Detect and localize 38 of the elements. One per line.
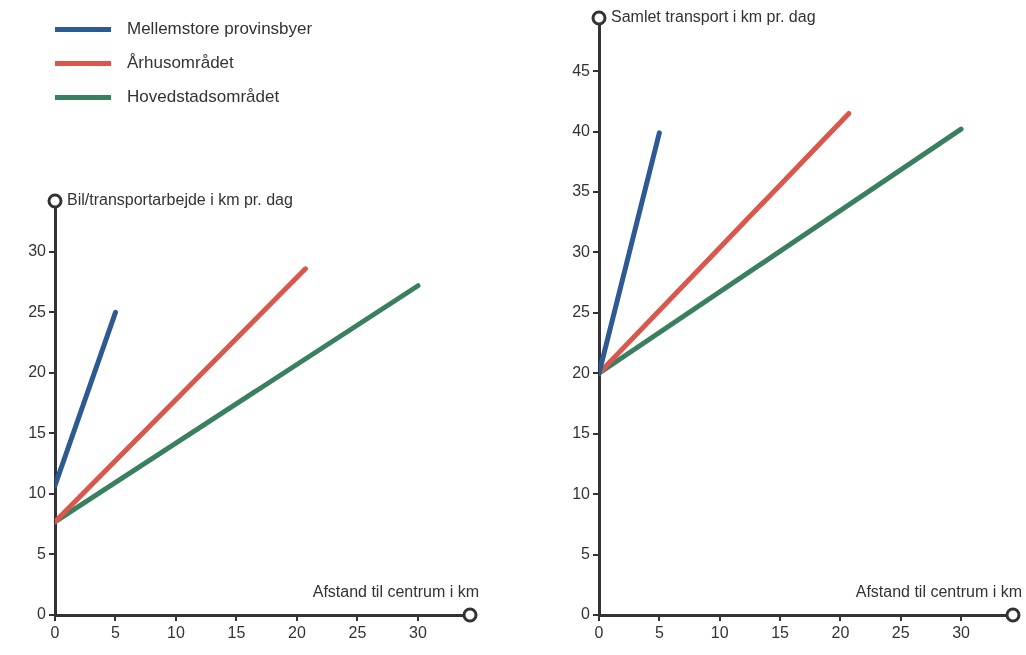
legend-label: Århusområdet: [127, 53, 234, 73]
x-tick-label: 15: [771, 624, 790, 642]
y-axis-title: Samlet transport i km pr. dag: [611, 8, 816, 26]
x-tick-label: 15: [227, 624, 246, 642]
y-tick-label: 15: [28, 423, 47, 441]
x-axis-title: Afstand til centrum i km: [312, 583, 479, 601]
y-tick-label: 5: [581, 544, 591, 562]
legend-label: Hovedstadsområdet: [127, 87, 280, 107]
legend-label: Mellemstore provinsbyer: [127, 19, 313, 39]
y-tick-label: 30: [572, 242, 591, 260]
y-tick-label: 35: [572, 182, 591, 200]
y-axis-title: Bil/transportarbejde i km pr. dag: [67, 191, 293, 209]
x-tick-label: 25: [348, 624, 367, 642]
x-tick-label: 10: [167, 624, 185, 642]
y-tick-label: 0: [37, 605, 47, 623]
y-tick-label: 5: [37, 544, 47, 562]
x-tick-label: 5: [654, 624, 664, 642]
x-tick-label: 10: [710, 624, 729, 642]
y-tick-label: 10: [572, 484, 591, 502]
x-axis-title: Afstand til centrum i km: [855, 583, 1022, 601]
y-tick-label: 40: [572, 122, 591, 140]
y-tick-label: 25: [28, 302, 47, 320]
y-tick-label: 25: [572, 303, 591, 321]
y-tick-label: 30: [28, 242, 47, 260]
x-tick-label: 0: [50, 624, 60, 642]
y-tick-label: 45: [572, 61, 591, 79]
y-tick-label: 20: [28, 363, 47, 381]
x-tick-label: 30: [409, 624, 427, 642]
x-tick-label: 0: [594, 624, 604, 642]
x-tick-label: 25: [891, 624, 910, 642]
y-tick-label: 0: [581, 605, 591, 623]
x-tick-label: 20: [288, 624, 306, 642]
x-tick-label: 5: [111, 624, 121, 642]
x-tick-label: 30: [952, 624, 971, 642]
x-tick-label: 20: [831, 624, 850, 642]
y-tick-label: 10: [28, 484, 47, 502]
y-tick-label: 15: [572, 424, 591, 442]
y-tick-label: 20: [572, 363, 591, 381]
